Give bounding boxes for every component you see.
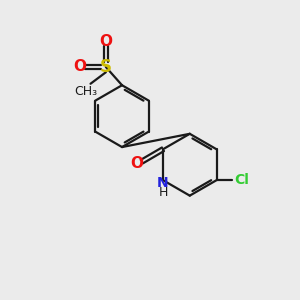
Text: CH₃: CH₃ [74, 85, 98, 98]
Text: O: O [99, 34, 112, 49]
Text: O: O [130, 156, 143, 171]
Text: Cl: Cl [234, 173, 249, 187]
Text: S: S [100, 58, 112, 76]
Text: O: O [74, 59, 86, 74]
Text: N: N [157, 176, 169, 190]
Text: H: H [158, 186, 168, 199]
